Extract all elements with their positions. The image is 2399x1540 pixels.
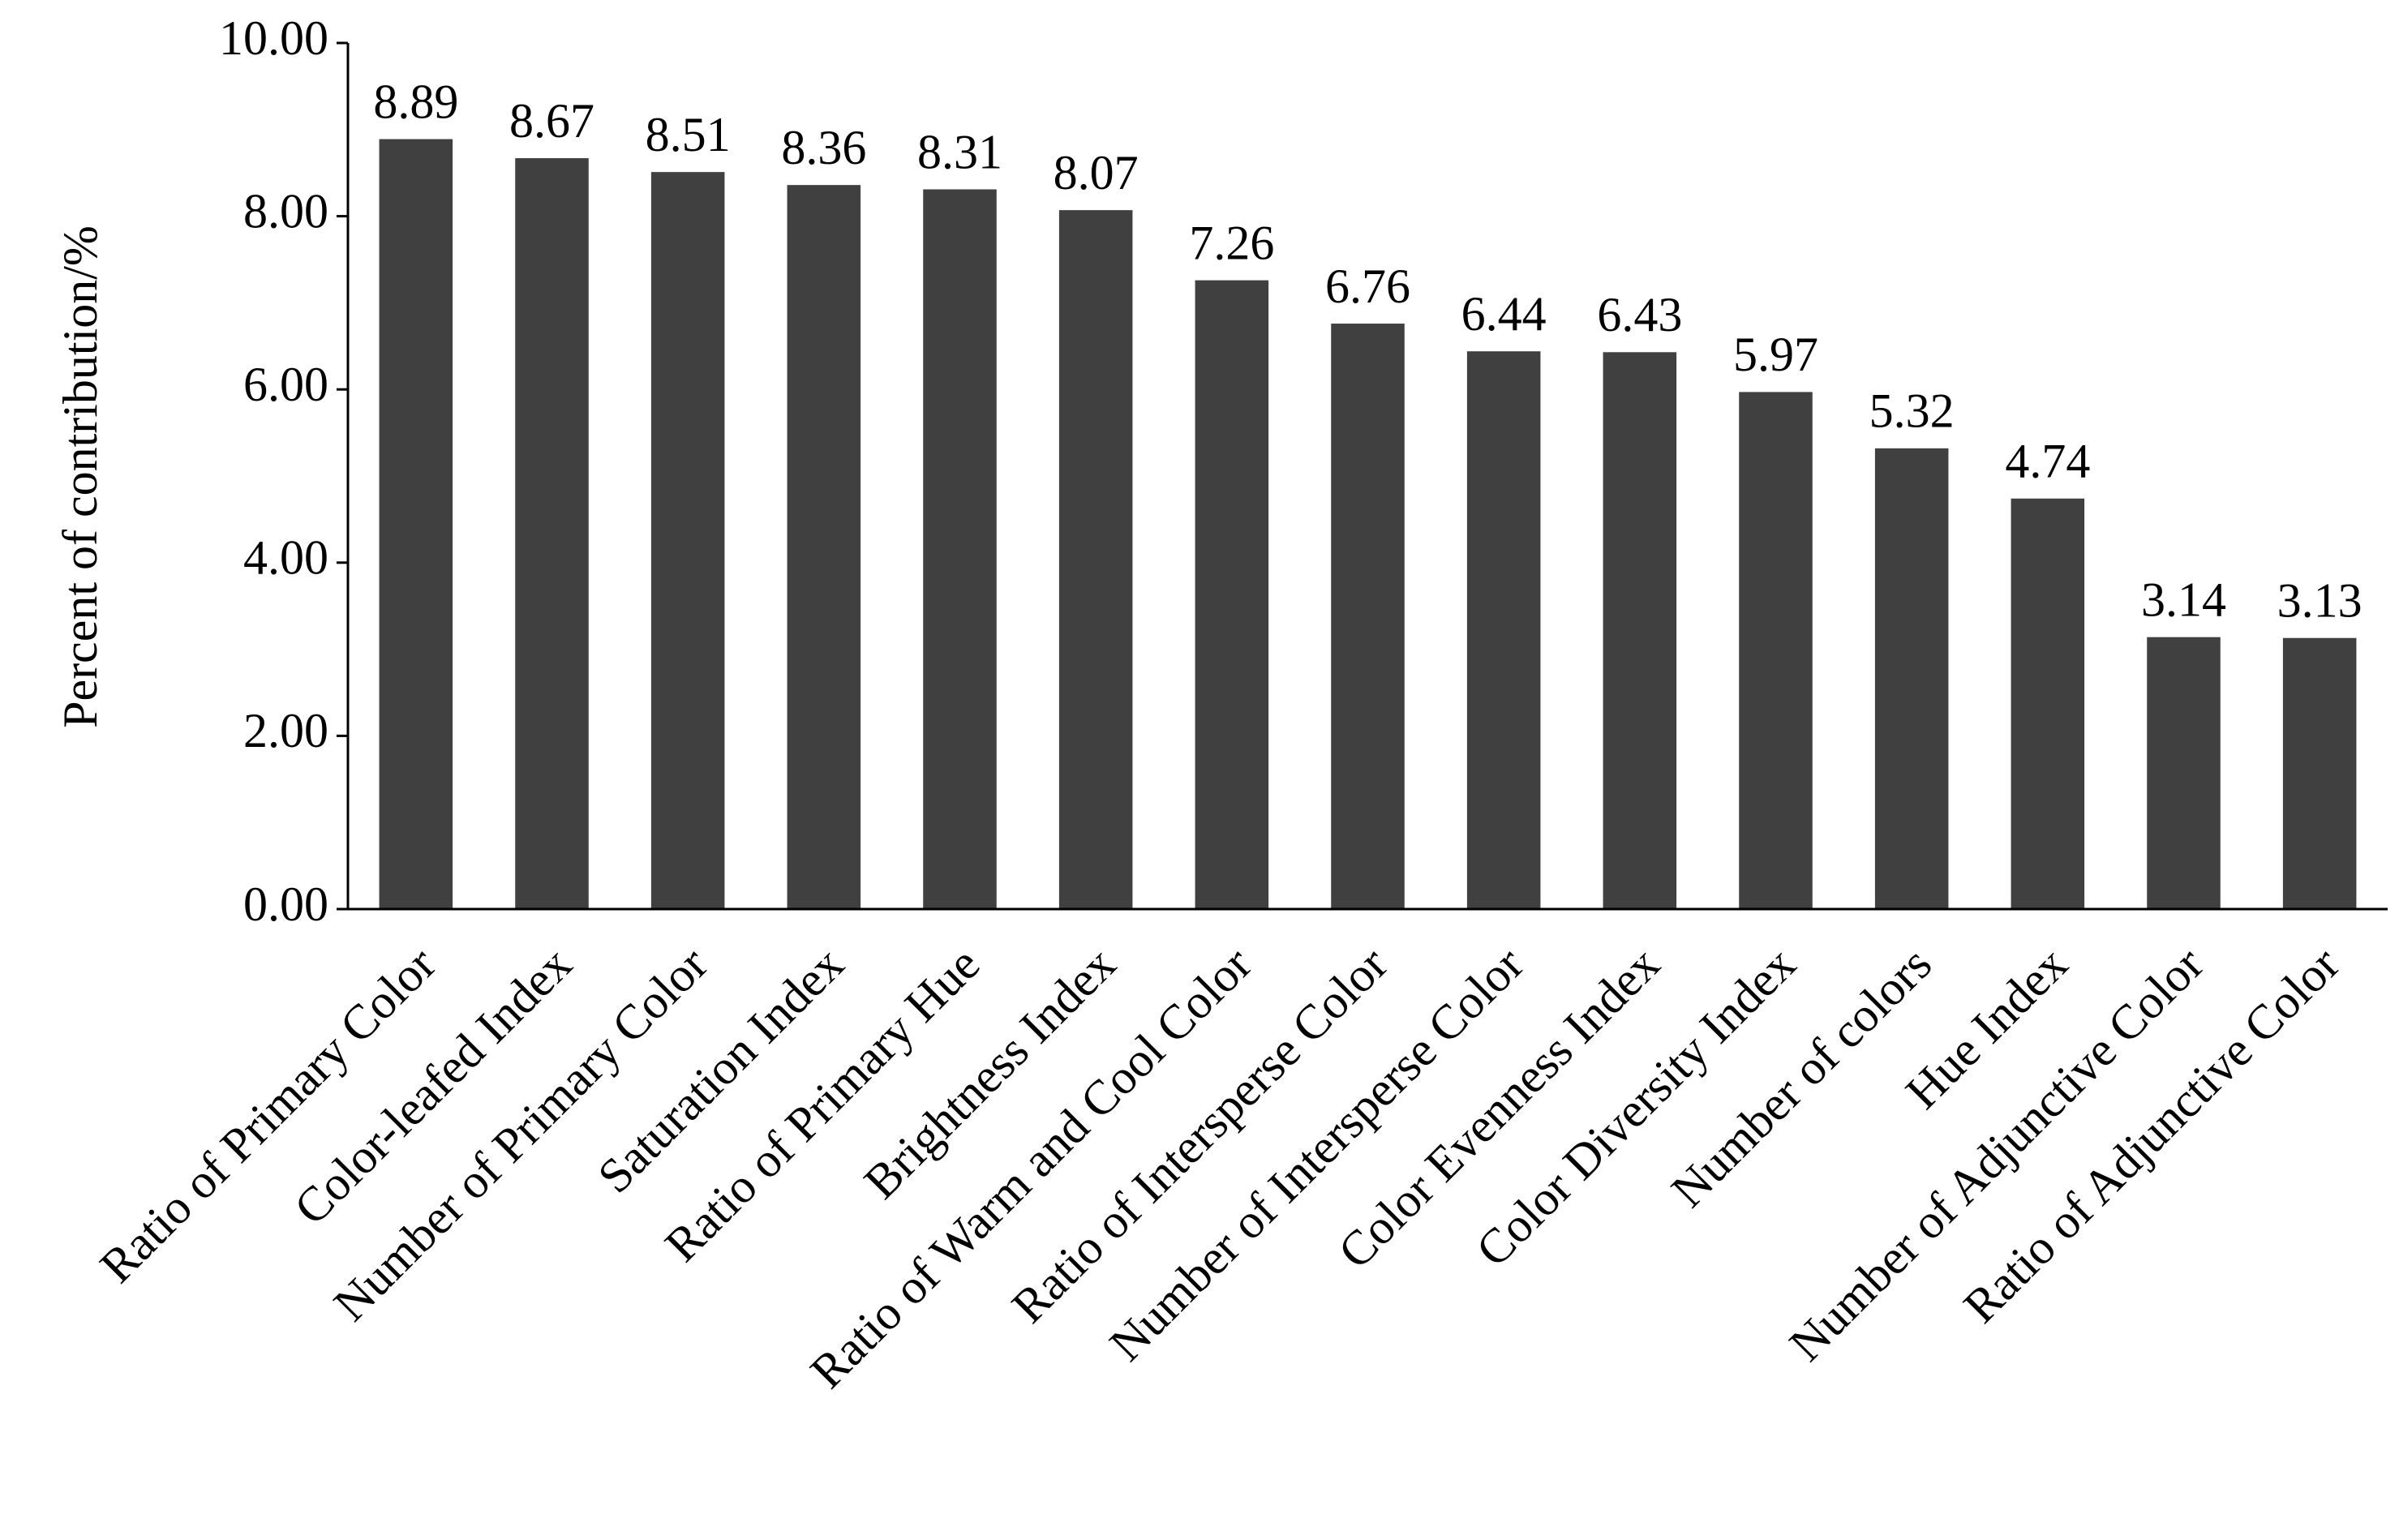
- bar: [2147, 637, 2221, 909]
- bar: [379, 139, 453, 910]
- value-label: 5.97: [1733, 328, 1818, 381]
- bar: [1331, 324, 1405, 910]
- value-label: 6.43: [1597, 288, 1682, 341]
- bar: [1466, 351, 1541, 909]
- y-axis-title: Percent of contribution/%: [54, 225, 107, 728]
- value-label: 8.51: [646, 108, 731, 161]
- bar: [2282, 637, 2357, 909]
- value-label: 4.74: [2005, 435, 2090, 488]
- value-label: 5.32: [1869, 384, 1955, 438]
- x-tick-label: Saturation Index: [587, 937, 853, 1203]
- value-label: 3.13: [2277, 573, 2363, 627]
- bar: [1195, 280, 1269, 910]
- bar: [787, 185, 861, 910]
- bar: [1739, 392, 1813, 909]
- y-tick-label: 10.00: [219, 11, 328, 65]
- bar: [1874, 448, 1949, 909]
- y-tick-label: 2.00: [243, 704, 328, 757]
- y-tick-label: 6.00: [243, 358, 328, 411]
- y-tick-label: 4.00: [243, 531, 328, 585]
- y-tick-label: 0.00: [243, 877, 328, 931]
- y-tick-label: 8.00: [243, 184, 328, 238]
- value-label: 6.76: [1325, 260, 1410, 313]
- bar: [515, 158, 589, 909]
- value-label: 8.36: [781, 121, 866, 174]
- value-label: 8.89: [373, 75, 458, 128]
- value-label: 3.14: [2141, 573, 2226, 626]
- value-label: 8.67: [509, 94, 594, 148]
- value-label: 8.07: [1054, 146, 1139, 199]
- bar: [2011, 498, 2085, 909]
- bar: [650, 172, 725, 909]
- bar: [1603, 352, 1677, 909]
- bar: [923, 189, 997, 909]
- value-label: 8.31: [917, 125, 1002, 178]
- value-label: 6.44: [1461, 287, 1547, 341]
- x-tick-label: Brightness Index: [854, 937, 1126, 1208]
- value-label: 7.26: [1189, 216, 1274, 269]
- bar: [1058, 210, 1133, 909]
